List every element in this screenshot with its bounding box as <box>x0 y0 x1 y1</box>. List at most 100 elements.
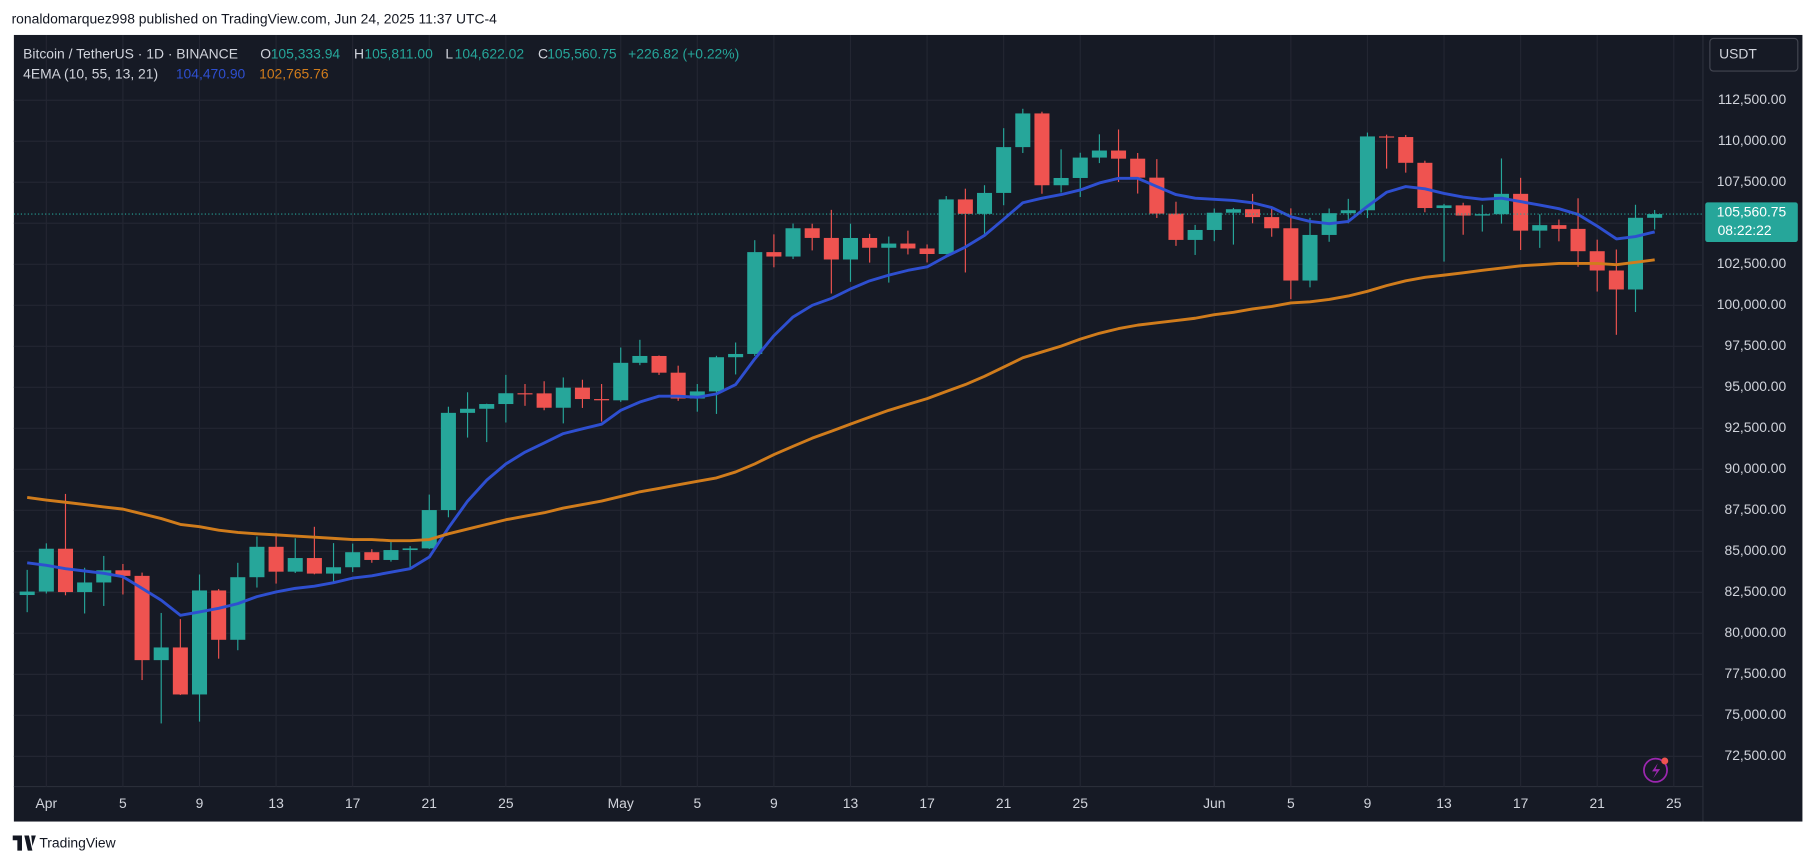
y-tick-label: 85,000.00 <box>1725 542 1787 558</box>
candle-body <box>19 591 35 596</box>
candle-body <box>517 393 533 395</box>
x-tick-label: 17 <box>919 795 935 811</box>
currency: USDT <box>1719 45 1757 61</box>
candle-body <box>153 647 169 661</box>
candle-body <box>1551 225 1567 229</box>
candle-body <box>842 237 859 260</box>
candle-body <box>345 552 361 568</box>
candle-body <box>823 237 839 260</box>
ohlc-value: 104,622.02 <box>455 45 525 61</box>
y-tick-label: 107,500.00 <box>1717 173 1787 189</box>
x-tick-label: 13 <box>843 795 859 811</box>
symbol-title: Bitcoin / TetherUS · 1D · BINANCE <box>23 45 238 61</box>
x-tick-label: 17 <box>345 795 361 811</box>
candle-body <box>957 199 973 214</box>
x-tick-label: 5 <box>1287 795 1295 811</box>
candle-body <box>670 372 686 399</box>
x-tick-label: 13 <box>1436 795 1452 811</box>
x-tick-label: May <box>608 795 634 811</box>
x-tick-label: 5 <box>693 795 701 811</box>
indicator-value: 104,470.90 <box>176 65 246 81</box>
candle-body <box>115 570 131 576</box>
candle-body <box>440 412 456 511</box>
candle-body <box>1206 212 1222 230</box>
candle-body <box>938 199 954 255</box>
x-tick-label: 9 <box>1364 795 1372 811</box>
candle-body <box>1283 228 1299 281</box>
y-tick-label: 80,000.00 <box>1725 624 1787 640</box>
y-tick-label: 102,500.00 <box>1717 255 1787 271</box>
candle-body <box>402 548 418 551</box>
candle-body <box>249 546 265 578</box>
candle-body <box>555 387 571 408</box>
candle-body <box>1302 234 1318 281</box>
candle-body <box>1340 210 1356 214</box>
candle-body <box>1264 217 1280 229</box>
candle-body <box>613 362 629 401</box>
y-tick-label: 82,500.00 <box>1725 583 1787 599</box>
candle-body <box>594 399 610 401</box>
ema-line <box>27 176 1656 617</box>
candle-body <box>766 252 782 257</box>
indicator-value: 102,765.76 <box>259 65 329 81</box>
lightning-icon[interactable] <box>1643 757 1669 783</box>
candle-body <box>230 577 246 640</box>
brand: TradingView <box>39 834 116 850</box>
candle-body <box>134 575 150 661</box>
x-tick-label: 21 <box>996 795 1012 811</box>
x-tick-label: 25 <box>498 795 514 811</box>
y-tick-label: 110,000.00 <box>1718 132 1787 148</box>
candle-body <box>1225 209 1241 213</box>
candle-body <box>460 408 476 413</box>
ohlc-value: 105,811.00 <box>364 45 433 61</box>
candle-body <box>1245 209 1261 218</box>
plot <box>13 108 1703 724</box>
candle-body <box>1168 213 1184 240</box>
candle-body <box>1111 150 1127 159</box>
candle-body <box>77 582 93 593</box>
candle-body <box>1130 158 1146 178</box>
grid <box>13 34 1703 787</box>
candle-body <box>364 552 380 560</box>
candle-body <box>1379 136 1395 138</box>
candle-body <box>287 558 303 572</box>
candle-body <box>326 567 342 574</box>
y-tick-label: 87,500.00 <box>1725 501 1787 517</box>
price-tag-value: 105,560.75 <box>1717 204 1787 220</box>
candle-body <box>1398 137 1414 163</box>
byline: ronaldomarquez998 published on TradingVi… <box>12 10 498 26</box>
candle-body <box>1015 113 1031 148</box>
candle-body <box>57 548 73 593</box>
candle-body <box>1053 177 1069 186</box>
x-tick-label: 9 <box>770 795 778 811</box>
y-tick-label: 92,500.00 <box>1725 419 1787 435</box>
candle-body <box>651 355 667 373</box>
candle-body <box>479 404 495 409</box>
candle-body <box>1570 228 1586 252</box>
indicator-title: 4EMA (10, 55, 13, 21) <box>23 65 158 81</box>
candle-body <box>1474 214 1490 216</box>
legend: Bitcoin / TetherUS · 1D · BINANCE O 105,… <box>23 45 739 81</box>
price-tag <box>1705 202 1798 243</box>
y-tick-label: 72,500.00 <box>1725 747 1787 763</box>
x-tick-label: 17 <box>1513 795 1529 811</box>
candle-body <box>191 590 208 695</box>
candle-body <box>976 192 993 214</box>
candle-body <box>919 248 935 255</box>
candle-body <box>1187 229 1203 240</box>
candle-body <box>747 252 763 354</box>
candle-body <box>1608 270 1624 290</box>
footer-logo: TradingView <box>12 834 117 851</box>
ohlc-value: 105,333.94 <box>271 45 341 61</box>
x-tick-label: 13 <box>268 795 284 811</box>
x-tick-label: 25 <box>1073 795 1089 811</box>
y-tick-label: 77,500.00 <box>1725 665 1787 681</box>
ema-line <box>26 258 1655 543</box>
x-tick-label: 5 <box>119 795 127 811</box>
candle-body <box>1034 113 1050 186</box>
candle-body <box>862 237 878 248</box>
candle-body <box>38 548 54 592</box>
candle-body <box>421 510 437 549</box>
currency-button[interactable] <box>1709 37 1799 72</box>
y-tick-label: 90,000.00 <box>1725 460 1787 476</box>
